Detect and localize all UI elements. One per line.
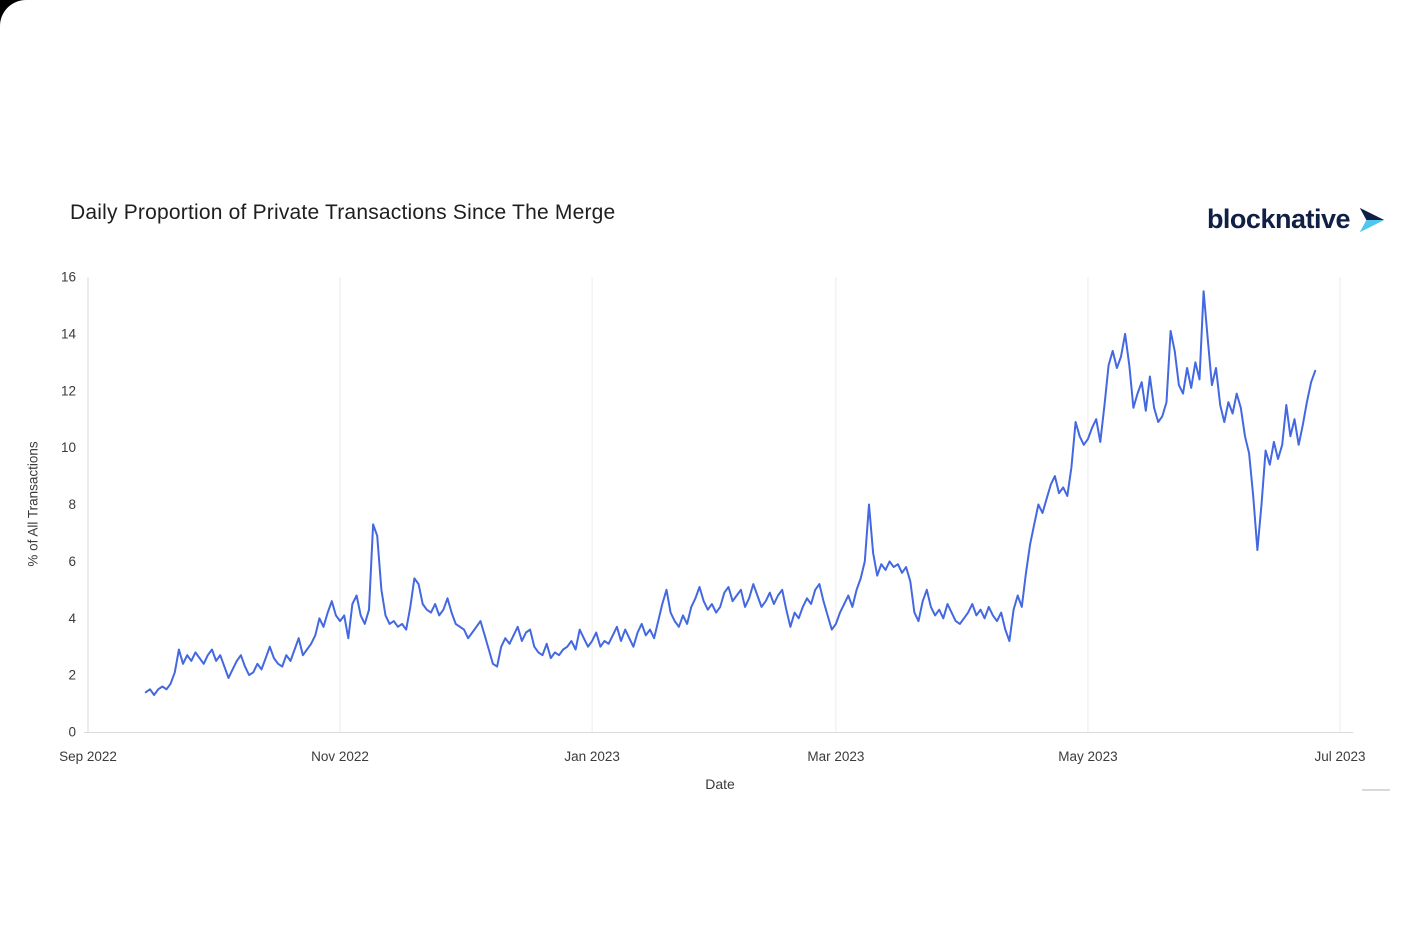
window-corner bbox=[0, 0, 26, 26]
chart-title: Daily Proportion of Private Transactions… bbox=[70, 201, 616, 224]
x-tick-label: Jul 2023 bbox=[1314, 749, 1365, 764]
x-tick-label: Mar 2023 bbox=[807, 749, 864, 764]
y-tick-label: 16 bbox=[61, 270, 76, 285]
blocknative-dart-icon bbox=[1359, 207, 1385, 232]
y-tick-label: 0 bbox=[68, 725, 76, 740]
y-tick-label: 4 bbox=[68, 611, 76, 626]
series-line bbox=[144, 290, 1317, 696]
y-tick-label: 2 bbox=[68, 668, 76, 683]
x-tick-label: Jan 2023 bbox=[564, 749, 620, 764]
blocknative-logo: blocknative bbox=[1207, 204, 1387, 235]
y-tick-label: 10 bbox=[61, 440, 76, 455]
y-tick-label: 14 bbox=[61, 326, 77, 341]
x-tick-label: Sep 2022 bbox=[59, 749, 117, 764]
corner-dash bbox=[1362, 789, 1390, 791]
y-tick-label: 8 bbox=[68, 497, 76, 512]
blocknative-wordmark: blocknative bbox=[1206, 204, 1351, 234]
plot-area[interactable] bbox=[88, 277, 1340, 732]
x-tick-label: Nov 2022 bbox=[311, 749, 369, 764]
x-axis-title: Date bbox=[705, 776, 735, 792]
x-tick-label: May 2023 bbox=[1058, 749, 1117, 764]
y-tick-label: 12 bbox=[61, 383, 76, 398]
y-axis-title: % of All Transactions bbox=[25, 441, 41, 567]
y-tick-label: 6 bbox=[68, 554, 76, 569]
